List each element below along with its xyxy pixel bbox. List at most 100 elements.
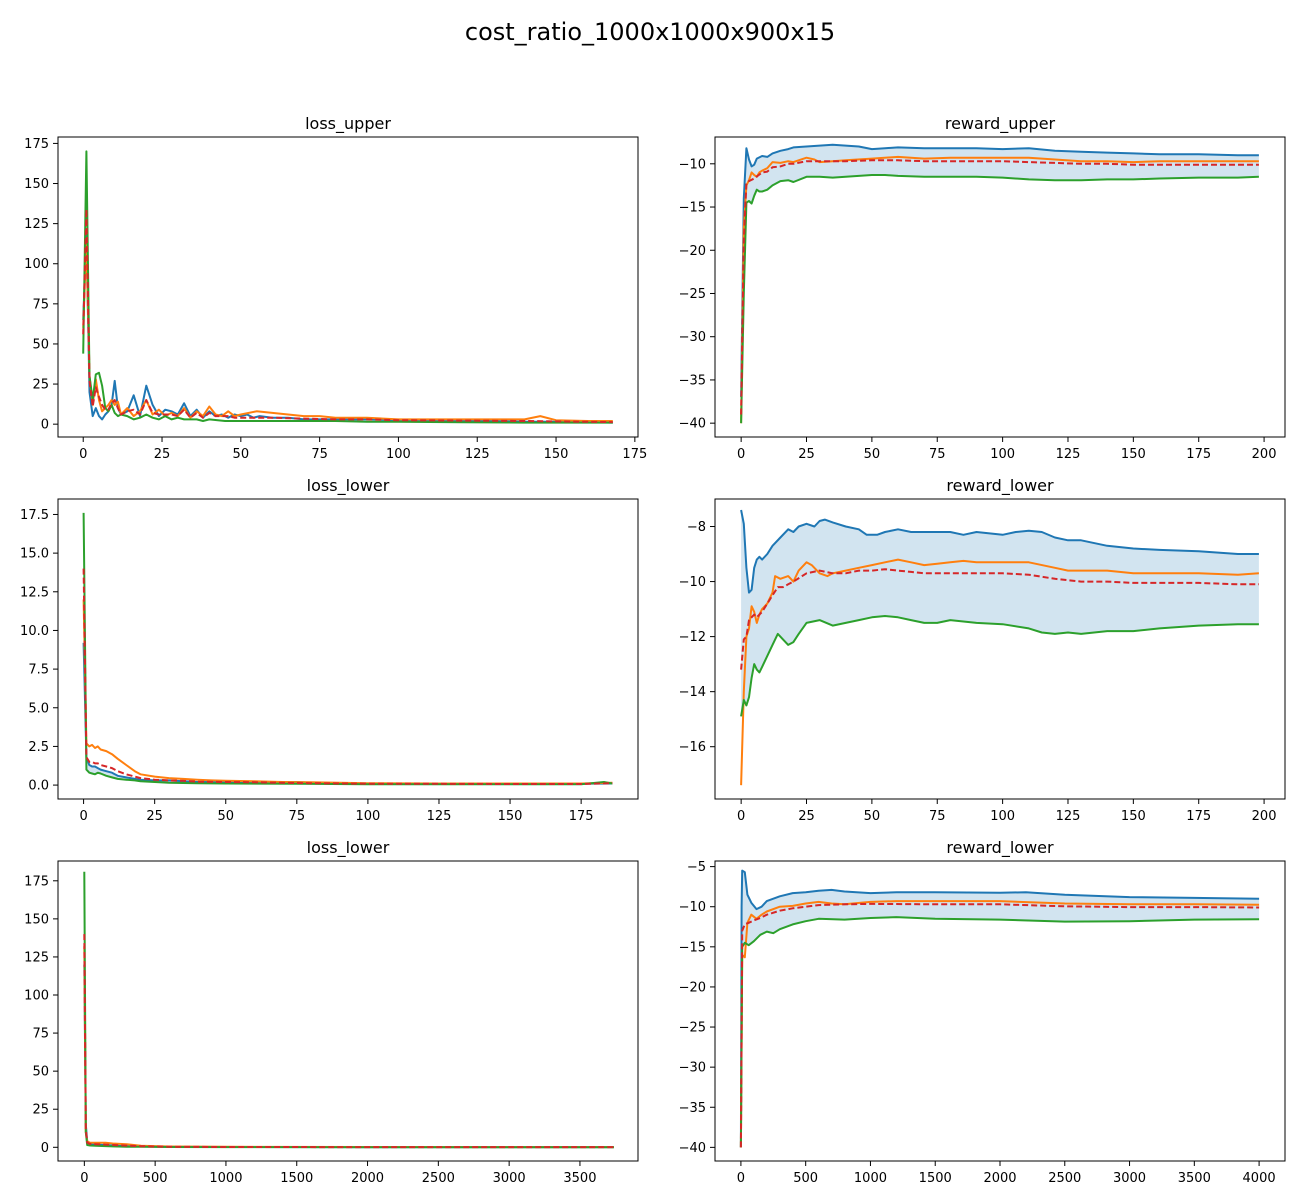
y-tick-label: 0 xyxy=(41,418,49,433)
x-tick-label: 100 xyxy=(355,809,380,824)
series-line-orange xyxy=(83,946,614,1149)
y-tick-label: −12 xyxy=(679,630,706,645)
x-tick-label: 2500 xyxy=(1048,1171,1081,1186)
x-tick-label: 175 xyxy=(569,809,594,824)
subplot-3: loss_lower 0 25 50 75 100 125 150 175 0.0 2.5 5.0 7.… xyxy=(20,476,639,824)
x-tick-label: 50 xyxy=(864,809,881,824)
y-tick-label: 2.5 xyxy=(28,740,49,755)
y-tick-label: −8 xyxy=(687,520,706,535)
y-tick-label: 75 xyxy=(32,297,49,312)
y-tick-label: 175 xyxy=(24,137,49,152)
axes-frame xyxy=(57,498,639,800)
y-tick-label: −30 xyxy=(679,1061,706,1076)
axes-frame xyxy=(714,136,1286,438)
subplot-1: loss_upper 0 25 50 75 100 125 150 175 0 25 50 75 100 1… xyxy=(24,114,647,462)
x-tick-label: 500 xyxy=(143,1171,168,1186)
y-tick-label: 10.0 xyxy=(20,624,49,639)
x-tick-label: 50 xyxy=(864,447,881,462)
y-tick-label: 150 xyxy=(24,177,49,192)
x-tick-label: 125 xyxy=(1056,447,1081,462)
x-tick-label: 1000 xyxy=(209,1171,242,1186)
series-line-mean xyxy=(740,568,1259,670)
y-tick-label: −30 xyxy=(679,330,706,345)
x-tick-label: 4000 xyxy=(1243,1171,1276,1186)
x-tick-label: 0 xyxy=(737,447,745,462)
x-tick-label: 0 xyxy=(79,809,87,824)
x-tick-label: 0 xyxy=(80,1171,88,1186)
x-tick-label: 3000 xyxy=(493,1171,526,1186)
x-tick-label: 25 xyxy=(798,447,815,462)
x-tick-label: 1500 xyxy=(280,1171,313,1186)
series-line-blue xyxy=(739,869,1260,1148)
x-tick-label: 75 xyxy=(929,447,946,462)
axes-frame xyxy=(57,136,639,438)
x-tick-label: 75 xyxy=(929,809,946,824)
y-tick-label: −15 xyxy=(679,940,706,955)
y-tick-label: 175 xyxy=(24,874,49,889)
plot-area xyxy=(740,509,1259,786)
y-tick-label: 150 xyxy=(24,912,49,927)
x-tick-label: 75 xyxy=(289,809,306,824)
y-tick-label: 100 xyxy=(24,257,49,272)
x-tick-label: 150 xyxy=(544,447,569,462)
confidence-band xyxy=(83,512,613,785)
x-tick-label: 3000 xyxy=(1113,1171,1146,1186)
x-tick-label: 50 xyxy=(233,447,250,462)
x-tick-label: 75 xyxy=(311,447,328,462)
subplot-title: loss_upper xyxy=(305,114,391,134)
series-line-blue xyxy=(740,509,1259,594)
y-tick-label: 50 xyxy=(32,337,49,352)
series-line-mean xyxy=(740,159,1259,415)
y-tick-label: 100 xyxy=(24,989,49,1004)
series-line-orange xyxy=(740,155,1259,424)
series-line-green xyxy=(83,871,614,1149)
x-tick-label: 2000 xyxy=(351,1171,384,1186)
x-tick-label: 0 xyxy=(737,809,745,824)
y-tick-label: 5.0 xyxy=(28,701,49,716)
plot-area xyxy=(83,871,614,1149)
y-tick-label: 125 xyxy=(24,950,49,965)
x-tick-label: 200 xyxy=(1252,447,1277,462)
y-tick-label: 50 xyxy=(32,1065,49,1080)
y-tick-label: 17.5 xyxy=(20,508,49,523)
x-tick-label: 3500 xyxy=(563,1171,596,1186)
x-tick-label: 2000 xyxy=(983,1171,1016,1186)
x-tick-label: 0 xyxy=(737,1171,745,1186)
x-tick-label: 2500 xyxy=(422,1171,455,1186)
plot-area xyxy=(82,512,613,786)
subplot-title: reward_upper xyxy=(945,114,1056,134)
confidence-band xyxy=(84,871,614,1148)
y-tick-label: 25 xyxy=(32,1103,49,1118)
series-line-mean xyxy=(82,568,613,785)
subplot-5: loss_lower 0 500 1000 1500 2000 2500 3000 3500 0 2… xyxy=(24,838,639,1186)
x-tick-label: 100 xyxy=(386,447,411,462)
series-line-green xyxy=(82,150,613,424)
x-tick-label: 0 xyxy=(79,447,87,462)
series-line-green xyxy=(82,512,613,786)
series-line-green xyxy=(740,615,1259,717)
x-tick-label: 1500 xyxy=(919,1171,952,1186)
x-tick-label: 500 xyxy=(793,1171,818,1186)
x-tick-label: 175 xyxy=(1186,447,1211,462)
y-tick-label: 25 xyxy=(32,378,49,393)
y-tick-label: 0.0 xyxy=(28,779,49,794)
subplot-title: loss_lower xyxy=(307,838,390,858)
series-line-blue xyxy=(83,964,614,1149)
x-tick-label: 3500 xyxy=(1178,1171,1211,1186)
x-tick-label: 100 xyxy=(990,447,1015,462)
plot-area xyxy=(739,869,1260,1148)
y-tick-label: −10 xyxy=(679,900,706,915)
x-tick-label: 175 xyxy=(622,447,647,462)
y-tick-label: −25 xyxy=(679,1021,706,1036)
x-tick-label: 125 xyxy=(427,809,452,824)
series-line-blue xyxy=(82,233,613,424)
plot-area xyxy=(82,150,613,424)
confidence-band xyxy=(741,144,1259,424)
y-tick-label: 7.5 xyxy=(28,663,49,678)
confidence-band xyxy=(740,870,1260,1148)
x-tick-label: 125 xyxy=(1056,809,1081,824)
x-tick-label: 200 xyxy=(1252,809,1277,824)
subplot-title: reward_lower xyxy=(946,476,1054,496)
subplot-2: reward_upper 0 25 50 75 100 125 150 175 200 −40 −35… xyxy=(679,114,1286,462)
